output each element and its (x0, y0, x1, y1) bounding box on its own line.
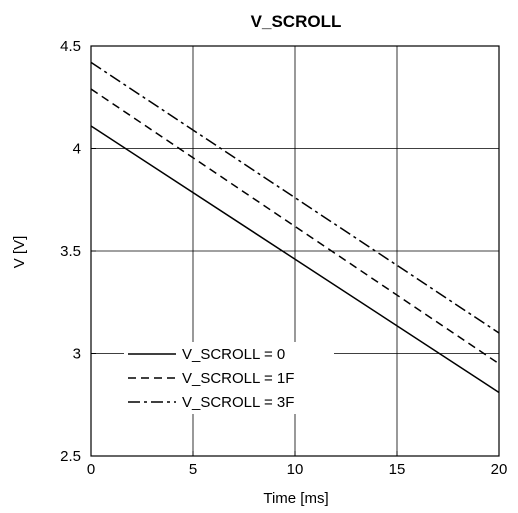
series-line (90, 125, 500, 394)
chart-title: V_SCROLL (251, 12, 342, 31)
x-tick-label: 10 (287, 461, 304, 478)
series-line (90, 61, 500, 334)
series-lines (90, 61, 500, 394)
legend-label: V_SCROLL = 3F (182, 394, 294, 411)
legend-label: V_SCROLL = 1F (182, 370, 294, 387)
x-tick-label: 5 (189, 461, 197, 478)
x-tick-label: 0 (87, 461, 95, 478)
y-tick-label: 3.5 (60, 243, 81, 260)
y-axis-label: V [V] (11, 236, 28, 269)
y-tick-label: 2.5 (60, 448, 81, 465)
x-tick-label: 15 (389, 461, 406, 478)
y-tick-label: 3 (73, 346, 81, 363)
legend-label: V_SCROLL = 0 (182, 346, 285, 363)
y-tick-label: 4.5 (60, 38, 81, 55)
series-line (90, 88, 500, 365)
legend: V_SCROLL = 0 V_SCROLL = 1F V_SCROLL = 3F (124, 342, 334, 414)
x-axis-label: Time [ms] (263, 490, 328, 507)
axis-ticks: 0 5 10 15 20 2.5 3 3.5 4 4.5 (60, 38, 507, 478)
y-tick-label: 4 (73, 141, 81, 158)
x-tick-label: 20 (491, 461, 508, 478)
